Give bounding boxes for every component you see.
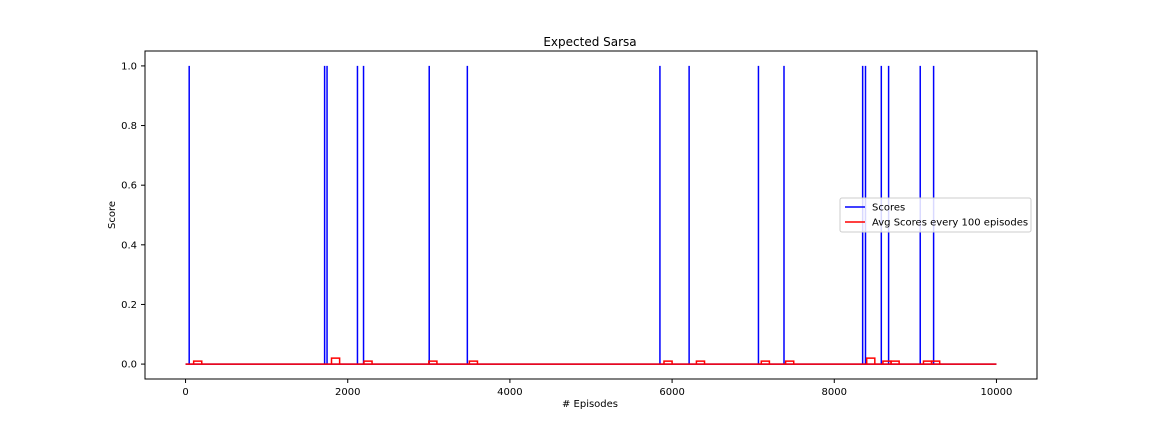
x-tick-label: 2000 [335, 387, 360, 398]
y-axis-label: Score [107, 201, 118, 229]
avg-step [890, 360, 900, 365]
x-tick-label: 10000 [981, 387, 1013, 398]
avg-step [663, 360, 673, 365]
avg-step [930, 360, 941, 365]
plot-frame [144, 50, 1038, 380]
legend: Scores Avg Scores every 100 episodes [839, 197, 1032, 233]
series-avg-scores [185, 357, 997, 365]
avg-step [784, 360, 795, 365]
avg-step [363, 360, 373, 365]
legend-label: Avg Scores every 100 episodes [872, 218, 1028, 229]
y-tick-label: 0.6 [121, 181, 137, 192]
chart-title: Expected Sarsa [543, 35, 636, 49]
y-tick-label: 1.0 [121, 61, 137, 72]
y-tick-label: 0.8 [121, 121, 137, 132]
x-tick-label: 4000 [497, 387, 522, 398]
x-tick-label: 0 [182, 387, 188, 398]
avg-step [468, 360, 479, 365]
y-axis: 0.0 0.2 0.4 0.6 0.8 1.0 [121, 61, 145, 371]
x-tick-label: 8000 [822, 387, 847, 398]
x-tick-label: 6000 [659, 387, 684, 398]
x-axis-label: # Episodes [562, 399, 618, 410]
avg-step [192, 360, 203, 365]
legend-label: Scores [872, 203, 905, 214]
avg-step [695, 360, 706, 365]
avg-step [760, 360, 771, 365]
y-tick-label: 0.2 [121, 300, 137, 311]
avg-step [330, 357, 341, 365]
legend-box [839, 197, 1032, 233]
y-tick-label: 0.0 [121, 360, 137, 371]
avg-step [428, 360, 438, 365]
y-tick-label: 0.4 [121, 240, 137, 251]
avg-step [865, 357, 876, 365]
x-axis: 0 2000 4000 6000 8000 10000 [182, 379, 1012, 398]
